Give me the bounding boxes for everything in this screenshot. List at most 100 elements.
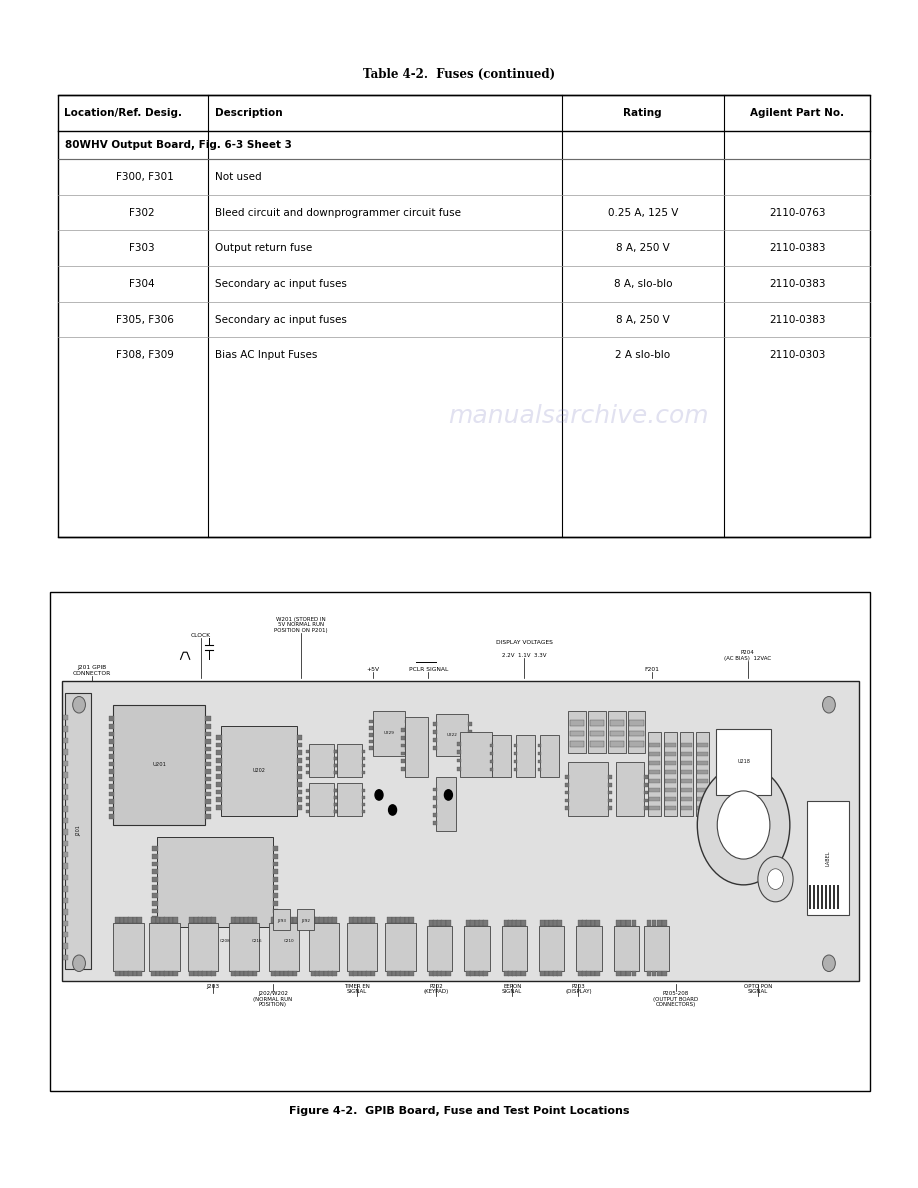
Bar	[582, 971, 587, 977]
Bar	[288, 971, 293, 977]
Bar	[333, 771, 337, 773]
Bar	[362, 971, 367, 977]
Bar	[538, 767, 541, 771]
Bar	[306, 757, 308, 760]
Bar	[437, 971, 442, 977]
Bar	[521, 971, 525, 977]
Text: F201: F201	[644, 668, 659, 672]
Bar	[457, 767, 461, 771]
Bar	[405, 726, 409, 729]
Bar	[578, 921, 583, 925]
Bar	[160, 971, 164, 977]
Bar	[240, 971, 244, 977]
Bar	[679, 732, 693, 816]
Bar	[613, 925, 639, 971]
Bar	[108, 716, 114, 721]
Bar	[565, 783, 569, 786]
Bar	[401, 767, 406, 771]
Bar	[124, 917, 129, 923]
Bar	[271, 971, 275, 977]
Bar	[169, 971, 174, 977]
Bar	[273, 854, 278, 859]
Bar	[371, 917, 375, 923]
Bar	[108, 800, 114, 804]
Bar	[108, 739, 114, 744]
Bar	[275, 917, 280, 923]
Bar	[363, 796, 365, 800]
Text: DISPLAY VOLTAGES: DISPLAY VOLTAGES	[496, 640, 553, 645]
Text: F305, F306: F305, F306	[116, 315, 174, 324]
Bar	[457, 759, 461, 763]
Bar	[337, 783, 363, 816]
Bar	[155, 917, 161, 923]
Bar	[63, 738, 68, 744]
Bar	[248, 971, 253, 977]
Bar	[608, 807, 612, 810]
Bar	[108, 732, 114, 737]
Bar	[589, 731, 604, 737]
Bar	[108, 723, 114, 728]
Bar	[334, 803, 338, 807]
Text: U229: U229	[383, 732, 394, 735]
Bar	[400, 917, 405, 923]
Bar	[333, 796, 337, 800]
Bar	[490, 752, 493, 754]
Bar	[595, 971, 599, 977]
Bar	[492, 751, 497, 754]
Bar	[649, 797, 660, 801]
Bar	[308, 744, 334, 777]
Bar	[279, 971, 285, 977]
Bar	[205, 807, 211, 811]
Bar	[492, 759, 497, 763]
Bar	[512, 921, 517, 925]
Bar	[588, 710, 606, 753]
Bar	[565, 807, 569, 810]
Bar	[565, 798, 569, 802]
Text: J203: J203	[207, 984, 219, 988]
Text: TIMER EN
SIGNAL: TIMER EN SIGNAL	[343, 984, 370, 994]
Text: Bias AC Input Fuses: Bias AC Input Fuses	[216, 350, 318, 360]
Bar	[63, 864, 68, 868]
Bar	[306, 764, 308, 767]
Bar	[716, 728, 771, 795]
Bar	[63, 829, 68, 835]
Bar	[217, 773, 222, 778]
Bar	[392, 971, 397, 977]
Bar	[306, 789, 308, 792]
Bar	[240, 917, 244, 923]
Bar	[63, 750, 68, 754]
Bar	[457, 751, 461, 754]
Bar	[205, 754, 211, 759]
Bar	[405, 716, 429, 777]
Bar	[646, 971, 652, 977]
Bar	[396, 917, 401, 923]
Circle shape	[758, 857, 793, 902]
Bar	[333, 764, 337, 767]
Bar	[644, 783, 648, 786]
Bar	[369, 740, 374, 744]
Text: P205-208
(OUTPUT BOARD
CONNECTORS): P205-208 (OUTPUT BOARD CONNECTORS)	[653, 991, 699, 1007]
Bar	[137, 971, 141, 977]
Bar	[437, 921, 442, 925]
Bar	[680, 752, 692, 756]
Text: U222: U222	[447, 733, 458, 737]
Bar	[570, 731, 584, 737]
Bar	[468, 738, 473, 741]
Bar	[662, 971, 666, 977]
Bar	[124, 971, 129, 977]
Bar	[297, 735, 302, 740]
Bar	[549, 921, 554, 925]
Bar	[116, 971, 120, 977]
Bar	[297, 797, 302, 802]
Bar	[173, 971, 178, 977]
Bar	[608, 798, 612, 802]
Text: U218: U218	[737, 759, 750, 764]
Bar	[429, 971, 433, 977]
Bar	[587, 971, 591, 977]
Bar	[538, 752, 541, 754]
Bar	[587, 921, 591, 925]
Bar	[405, 971, 409, 977]
Bar	[649, 760, 660, 765]
Bar	[334, 764, 338, 767]
Bar	[665, 742, 676, 747]
